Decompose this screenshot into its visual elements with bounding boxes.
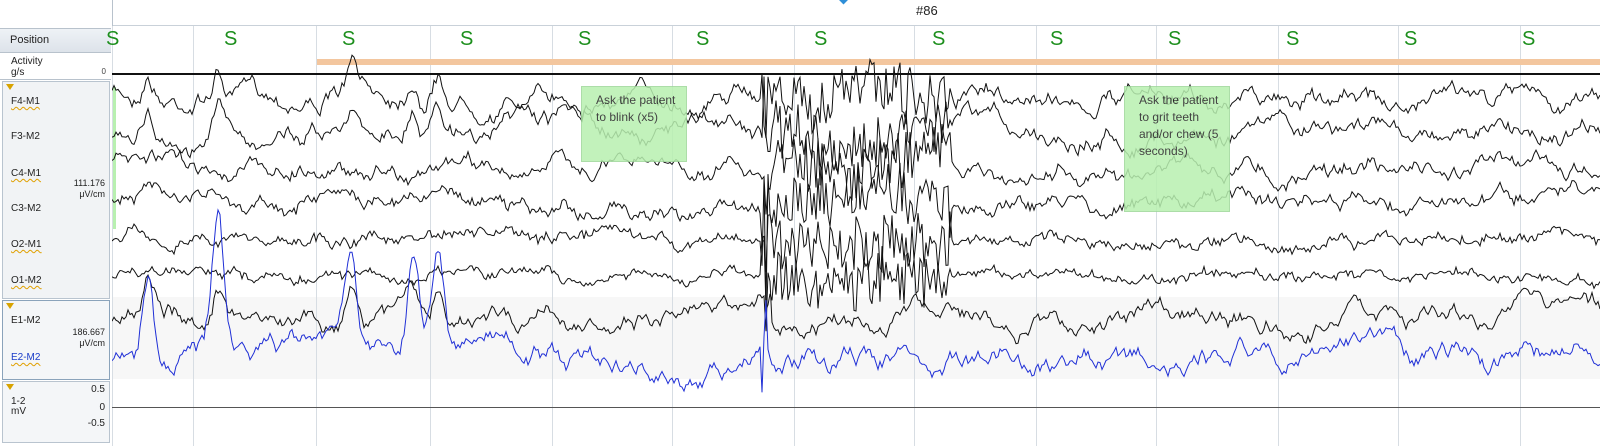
position-channel-label[interactable]: 1-2 (11, 396, 26, 407)
eog-channel-group[interactable]: E1-M2 E2-M2 186.667 μV/cm (2, 300, 110, 380)
grid-line (552, 26, 553, 446)
grid-line (1156, 26, 1157, 446)
channel-label-e1-m2[interactable]: E1-M2 (11, 315, 41, 326)
trace-f3-m2 (112, 76, 1600, 175)
channel-label-e2-m2[interactable]: E2-M2 (11, 352, 41, 363)
activity-unit: g/s (11, 67, 25, 78)
stage-marker[interactable]: S (1522, 28, 1536, 50)
trace-o1-m2 (112, 235, 1600, 312)
grid-line (193, 26, 194, 446)
grid-line (672, 26, 673, 446)
position-label: Position (10, 34, 50, 46)
filter-icon[interactable] (6, 303, 14, 309)
stage-marker[interactable]: S (932, 28, 946, 50)
activity-label: Activity (11, 56, 43, 67)
stage-marker[interactable]: S (814, 28, 828, 50)
signal-traces (112, 54, 1600, 393)
annotation-grit-teeth[interactable]: Ask the patient to grit teeth and/or che… (1124, 86, 1230, 212)
grid-line (1398, 26, 1399, 446)
channel-label-o2-m1[interactable]: O2-M1 (11, 239, 42, 250)
stage-marker[interactable]: S (1168, 28, 1182, 50)
eeg-scale[interactable]: 111.176 μV/cm (74, 178, 105, 200)
stage-marker[interactable]: S (224, 28, 238, 50)
eeg-scale-value: 111.176 (73, 178, 105, 188)
y-tick-lower: -0.5 (87, 418, 105, 429)
trace-c3-m2 (112, 162, 1600, 273)
annotation-blink[interactable]: Ask the patient to blink (x5) (581, 86, 687, 162)
activity-bar (317, 59, 1600, 65)
channel-label-c3-m2[interactable]: C3-M2 (11, 203, 42, 214)
activity-row[interactable]: Activity g/s 0 (0, 53, 111, 80)
channel-label-panel: Position Activity g/s 0 F4-M1 F3-M2 C4-M… (0, 0, 113, 446)
trace-f4-m1 (112, 54, 1600, 139)
stage-marker[interactable]: S (578, 28, 592, 50)
stage-marker[interactable]: S (106, 28, 120, 50)
grid-line (316, 26, 317, 446)
stage-marker[interactable]: S (1050, 28, 1064, 50)
stage-marker[interactable]: S (1404, 28, 1418, 50)
eeg-scale-unit: μV/cm (79, 189, 105, 199)
filter-icon[interactable] (6, 384, 14, 390)
time-ruler: #86 (0, 0, 1600, 26)
position-row[interactable]: Position (0, 28, 111, 53)
grid-line (1278, 26, 1279, 446)
grid-line (914, 26, 915, 446)
filter-icon[interactable] (6, 84, 14, 90)
stage-marker[interactable]: S (342, 28, 356, 50)
position-channel-unit: mV (11, 406, 26, 417)
trace-e2-m2 (112, 208, 1600, 393)
channel-label-o1-m2[interactable]: O1-M2 (11, 275, 42, 286)
position-channel-group[interactable]: 1-2 mV 0.5 0 -0.5 (2, 381, 110, 443)
grid-line (430, 26, 431, 446)
stage-marker[interactable]: S (1286, 28, 1300, 50)
position-zero-line (112, 407, 1600, 408)
eog-scale-unit: μV/cm (79, 338, 105, 348)
eog-scale[interactable]: 186.667 μV/cm (72, 327, 105, 349)
grid-line (112, 26, 113, 446)
eog-scale-value: 186.667 (72, 327, 105, 337)
y-tick-zero: 0 (99, 402, 105, 413)
grid-line (794, 26, 795, 446)
stage-marker[interactable]: S (696, 28, 710, 50)
activity-zero: 0 (101, 67, 106, 76)
y-tick-upper: 0.5 (91, 384, 105, 395)
trace-e1-m2 (112, 272, 1600, 345)
signal-plot-area[interactable]: S S S S S S S S S S S S S Ask the patien… (106, 26, 1600, 446)
epoch-number: #86 (916, 3, 938, 18)
channel-label-c4-m1[interactable]: C4-M1 (11, 168, 42, 179)
channel-label-f3-m2[interactable]: F3-M2 (11, 131, 40, 142)
stage-marker[interactable]: S (460, 28, 474, 50)
channel-label-f4-m1[interactable]: F4-M1 (11, 96, 40, 107)
playhead-marker-icon[interactable] (838, 0, 849, 5)
trace-o2-m1 (112, 174, 1600, 311)
eeg-channel-group[interactable]: F4-M1 F3-M2 C4-M1 C3-M2 O2-M1 O1-M2 111.… (2, 81, 110, 299)
activity-baseline (112, 73, 1600, 75)
